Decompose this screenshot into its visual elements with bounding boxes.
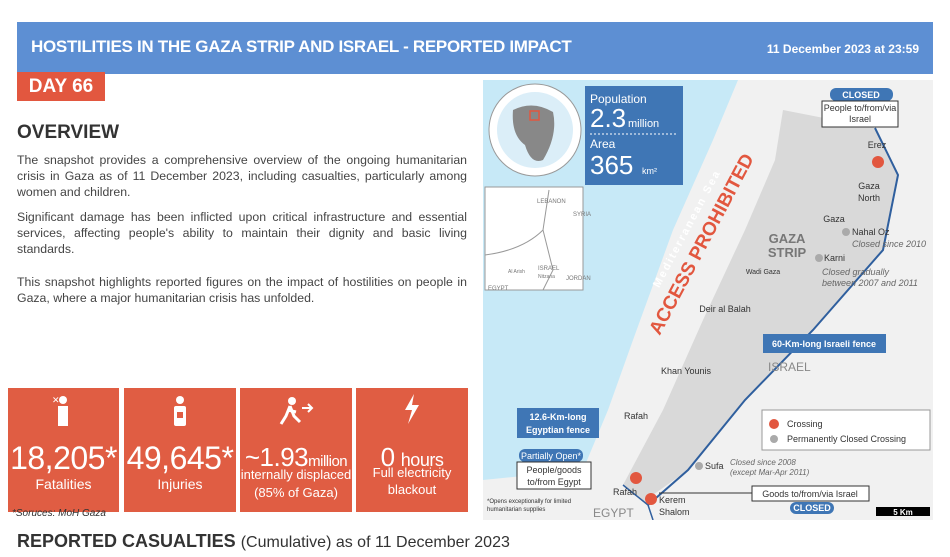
icon [405,394,419,424]
note: between 2007 and 2011 [822,278,918,288]
stat-card: ✕ 18,205* Fatalities [8,388,119,512]
icon: ✕ [52,395,68,426]
legend-label: Crossing [787,419,823,429]
scale: 5 Km [893,508,913,517]
stat-label: Injuries [157,476,203,492]
header: HOSTILITIES IN THE GAZA STRIP AND ISRAEL… [17,22,933,74]
paragraph: This snapshot highlights reported figure… [17,275,467,305]
place: Erez [868,140,887,150]
value: 2.3 [590,103,626,133]
stat-number: 0 [380,442,395,472]
note: Closed since 2008 [730,458,796,467]
region: STRIP [768,245,807,260]
place: North [858,193,880,203]
inset-label: EGYPT [488,286,509,292]
source: *Soruces: MoH Gaza [12,508,106,519]
label: Population [590,92,647,106]
legend-label: Permanently Closed Crossing [787,434,906,444]
stat-card: 49,645* Injuries [124,388,236,512]
note: People to/from/via [824,103,897,113]
inset-label: LEBANON [537,199,566,205]
place: Karni [824,253,845,263]
stat-unit: hours [400,450,444,470]
note: Israel [849,114,871,124]
place: Kerem [659,495,686,505]
note: People/goods [526,465,582,475]
inset-label: Nitzana [538,274,555,280]
day-badge: DAY 66 [17,72,105,101]
overview-title: OVERVIEW [17,122,120,143]
icon [279,397,314,425]
svg-text:✕: ✕ [52,395,60,405]
callout: 60-Km-long Israeli fence [772,339,876,349]
note: Closed since 2010 [852,239,926,249]
stat-card: ~1.93million internally displaced (85% o… [240,388,352,512]
region: GAZA [769,231,806,246]
note: to/from Egypt [527,477,581,487]
place: Nahal Oz [852,227,890,237]
place: Gaza [823,214,845,224]
place: Wadi Gaza [746,269,780,276]
unit: million [628,118,659,130]
paragraph: Significant damage has been inflicted up… [17,210,467,256]
callout: 12.6-Km-long [529,412,586,422]
unit: km² [642,166,657,176]
callout: Egyptian fence [526,425,590,435]
footnote: *Opens exceptionally for limited [487,499,571,505]
place: Khan Younis [661,366,712,376]
stat-value: 49,645* [126,440,234,476]
note: Closed gradually [822,267,890,277]
country: ISRAEL [768,360,811,374]
inset-label: JORDAN [566,276,591,282]
stat-value: ~1.93million [240,442,352,473]
inset-label: SYRIA [573,212,591,218]
place: Gaza [858,181,880,191]
stat-card: 0 hours Full electricity blackout [356,388,468,512]
footnote: humanitarian supplies [487,507,545,513]
label: Area [590,137,616,151]
place: Rafah [613,487,637,497]
value: 365 [590,150,633,180]
place: Sufa [705,461,724,471]
stat-label: Fatalities [35,476,92,492]
stat-value: 0 hours [356,442,468,473]
stat-label: Full electricity blackout [372,465,452,497]
section-title: REPORTED CASUALTIES (Cumulative) as of 1… [17,531,510,552]
stat-number: ~1.93 [244,442,309,472]
country: EGYPT [593,506,634,520]
paragraph: The snapshot provides a comprehensive ov… [17,153,467,199]
status: CLOSED [842,90,880,100]
place: Shalom [659,507,690,517]
title: HOSTILITIES IN THE GAZA STRIP AND ISRAEL… [31,37,572,56]
place: Rafah [624,411,648,421]
date: 11 December 2023 at 23:59 [766,42,919,56]
stat-note: (85% of Gaza) [254,485,338,500]
stat-unit: million [308,453,348,470]
stat-value: 18,205* [10,440,117,476]
stat-label: internally displaced [240,467,352,482]
inset-label: ISRAEL [538,266,560,272]
place: Deir al Balah [699,304,751,314]
icon [174,396,186,426]
inset-label: Al Arish [508,269,525,275]
status: CLOSED [793,503,831,513]
status: Partially Open* [521,451,582,461]
note: Goods to/from/via Israel [762,489,858,499]
casualties-title: REPORTED CASUALTIES [17,531,236,551]
casualties-subtitle: (Cumulative) as of 11 December 2023 [240,534,510,551]
note: (except Mar-Apr 2011) [730,468,810,477]
map: Population 2.3 million Area 365 km² LEBA… [483,80,933,520]
